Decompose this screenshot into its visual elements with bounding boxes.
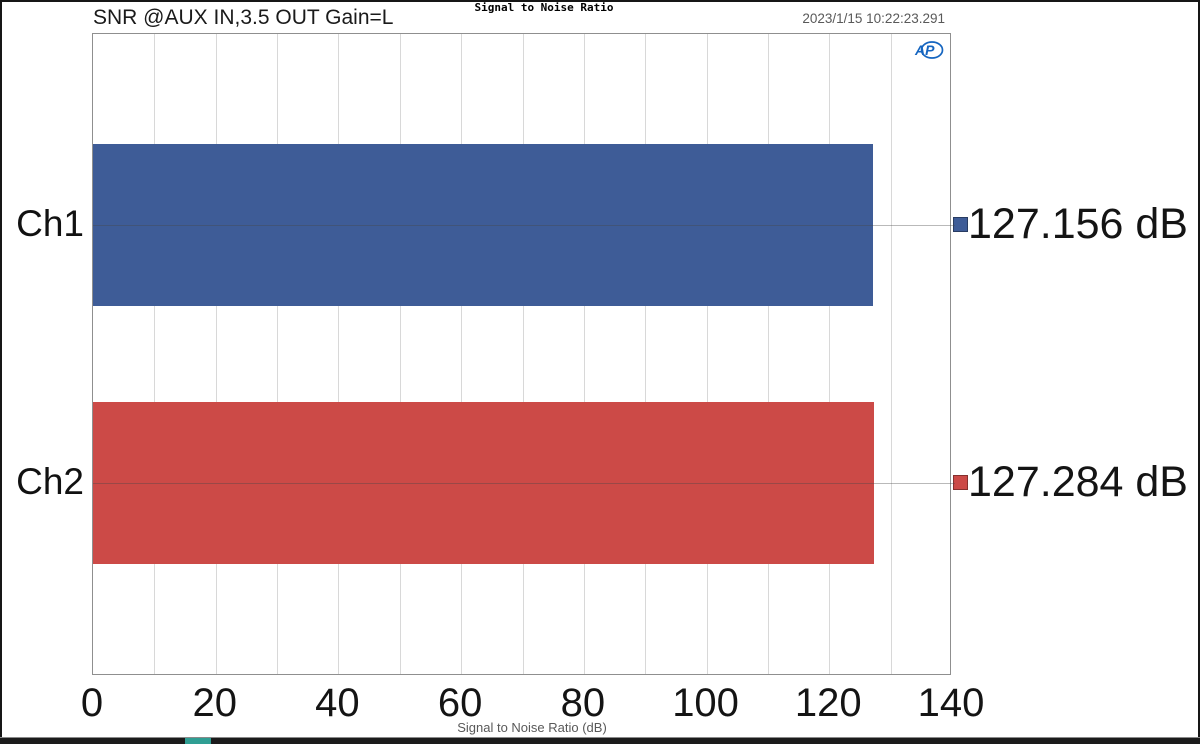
x-tick-label: 40 <box>315 681 360 725</box>
audio-precision-logo-icon: AP <box>911 37 945 63</box>
category-label-ch1: Ch1 <box>16 203 84 244</box>
timestamp: 2023/1/15 10:22:23.291 <box>802 11 945 26</box>
plot-area: AP <box>92 33 955 675</box>
window-title: Signal to Noise Ratio <box>474 1 614 14</box>
bar-ch2 <box>93 402 874 564</box>
gridline-vertical <box>338 34 339 674</box>
value-label-ch1: 127.156 dB <box>968 200 1188 248</box>
chart-label: SNR @AUX IN,3.5 OUT Gain=L <box>93 6 394 29</box>
x-tick-label: 120 <box>794 681 862 725</box>
gridline-vertical <box>400 34 401 674</box>
value-label-ch2: 127.284 dB <box>968 458 1188 506</box>
gridline-vertical <box>277 34 278 674</box>
bottom-edge-accent <box>185 738 211 744</box>
gridline-vertical <box>584 34 585 674</box>
legend-marker-ch2 <box>953 475 968 490</box>
gridline-vertical <box>461 34 462 674</box>
legend-marker-ch1 <box>953 217 968 232</box>
category-label-ch2: Ch2 <box>16 461 84 502</box>
gridline-vertical <box>216 34 217 674</box>
x-tick-label: 80 <box>560 681 606 725</box>
x-tick-label: 140 <box>917 681 985 725</box>
svg-text:AP: AP <box>914 42 935 58</box>
gridline-vertical <box>707 34 708 674</box>
legend-leader-line <box>93 225 955 226</box>
x-tick-label: 0 <box>80 681 104 725</box>
bar-ch1 <box>93 144 873 306</box>
gridline-vertical <box>523 34 524 674</box>
gridline-vertical <box>829 34 830 674</box>
window-bottom-edge <box>0 737 1200 744</box>
legend-leader-line <box>93 483 955 484</box>
x-tick-label: 60 <box>437 681 483 725</box>
x-axis-title: Signal to Noise Ratio (dB) <box>457 720 607 735</box>
x-tick-label: 100 <box>672 681 739 725</box>
gridline-vertical <box>891 34 892 674</box>
gridline-vertical <box>645 34 646 674</box>
gridline-vertical <box>154 34 155 674</box>
x-tick-label: 20 <box>192 681 237 725</box>
gridline-vertical <box>768 34 769 674</box>
